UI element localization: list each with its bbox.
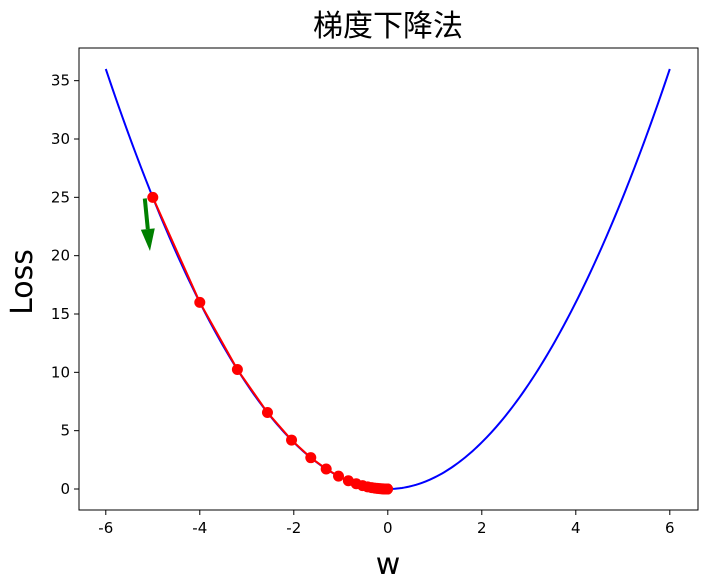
x-axis-label: w: [376, 547, 401, 576]
axes-frame: [78, 47, 699, 511]
y-axis-label: Loss: [5, 249, 40, 315]
x-tick-label: 0: [383, 519, 393, 537]
descent-point: [194, 296, 206, 308]
descent-point: [382, 483, 394, 495]
y-tick-label: 5: [60, 422, 70, 440]
y-tick-label: 20: [51, 247, 70, 265]
descent-path: [151, 196, 388, 490]
x-tick-label: 6: [665, 519, 675, 537]
chart-title: 梯度下降法: [313, 9, 463, 44]
arrow-shaft: [142, 198, 150, 230]
y-tick-label: 25: [51, 188, 70, 206]
y-tick-label: 35: [51, 72, 70, 90]
descent-point: [147, 191, 159, 203]
x-tick-label: 2: [477, 519, 487, 537]
x-tick-label: -4: [192, 519, 207, 537]
y-tick-label: 30: [51, 130, 70, 148]
descent-point: [231, 364, 243, 376]
x-tick-label: -6: [98, 519, 113, 537]
descent-point: [261, 407, 273, 419]
descent-point: [320, 463, 332, 475]
descent-point: [333, 470, 345, 482]
descent-point: [305, 452, 317, 464]
x-tick-label: -2: [286, 519, 301, 537]
arrow-head: [140, 228, 155, 251]
descent-point: [286, 434, 298, 446]
y-tick-label: 15: [51, 305, 70, 323]
y-tick-label: 0: [60, 480, 70, 498]
x-tick-label: 4: [571, 519, 581, 537]
y-tick-label: 10: [51, 363, 70, 381]
